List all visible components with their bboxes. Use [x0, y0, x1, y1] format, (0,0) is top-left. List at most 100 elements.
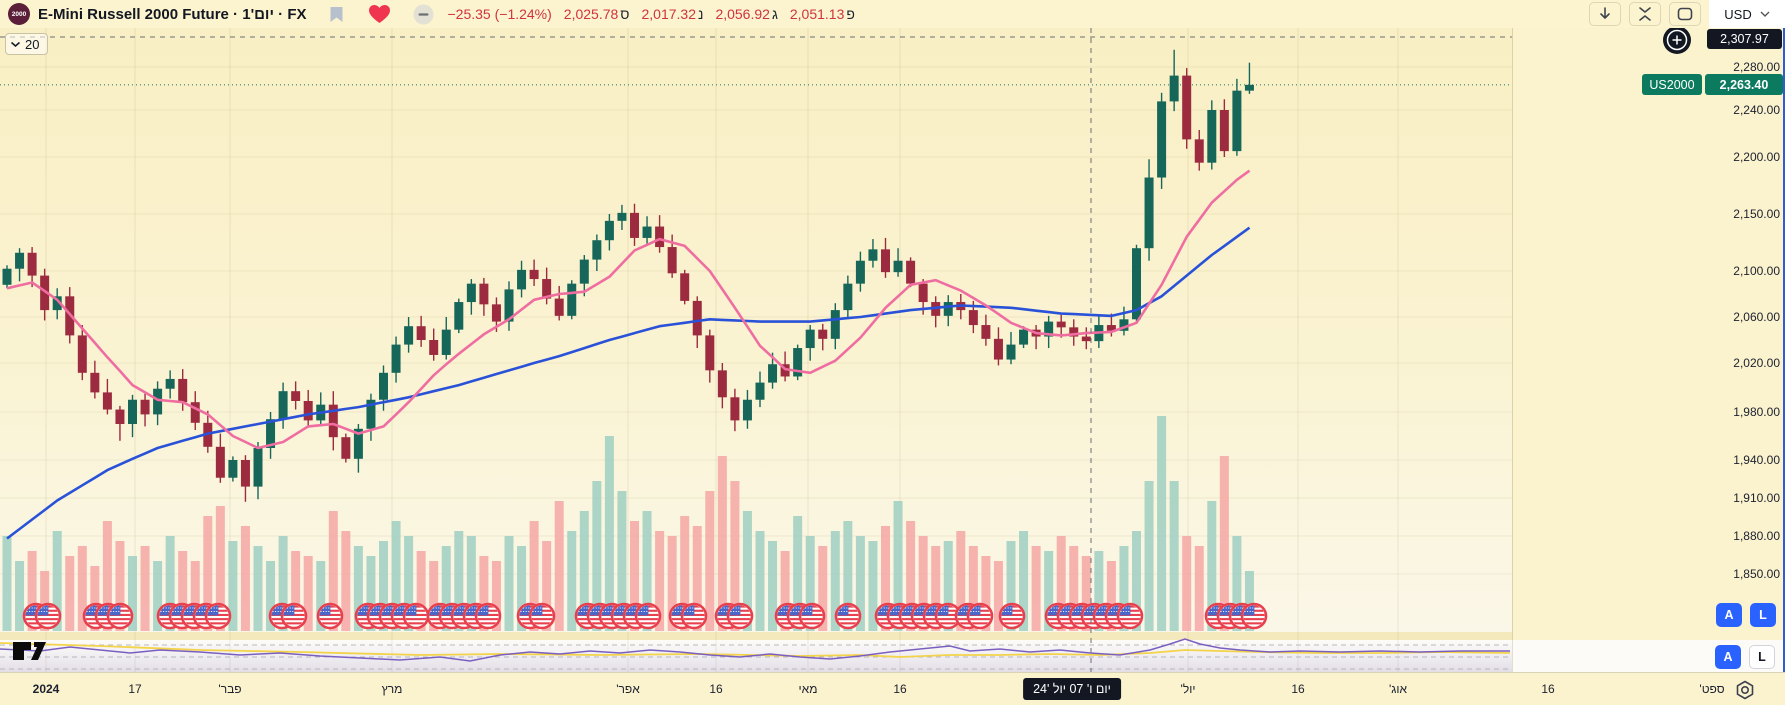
volume-bar — [968, 546, 978, 631]
tradingview-logo[interactable] — [12, 639, 54, 661]
economic-event-flag-icon[interactable] — [280, 602, 308, 630]
candle — [1169, 49, 1179, 112]
volume-bar — [379, 541, 388, 631]
page-title[interactable]: E-Mini Russell 2000 Future · יום'1 · FX — [38, 5, 307, 23]
volume-bar — [993, 561, 1003, 631]
volume-bar — [353, 546, 363, 631]
candle — [868, 239, 878, 268]
candle — [830, 303, 840, 350]
candle — [479, 277, 489, 316]
indicator-auto-scale-button[interactable]: A — [1715, 645, 1741, 669]
economic-event-flag-icon[interactable] — [204, 602, 232, 630]
candle — [90, 360, 100, 399]
candle — [630, 203, 639, 246]
candle — [730, 388, 740, 432]
candle — [441, 317, 451, 360]
candle — [190, 391, 200, 430]
volume-bar — [316, 561, 326, 631]
price-axis-label: 2,060.00 — [1733, 310, 1780, 324]
volume-bar — [140, 546, 150, 631]
candle — [579, 255, 589, 297]
candle — [416, 315, 426, 347]
candle — [1207, 100, 1217, 170]
volume-bar — [1044, 551, 1054, 631]
volume-bar — [1232, 536, 1242, 631]
candle — [517, 260, 527, 298]
time-axis-label: אוג' — [1388, 682, 1408, 696]
candle — [228, 456, 238, 482]
economic-event-flag-icon[interactable] — [402, 602, 430, 630]
volume-bar — [918, 536, 928, 631]
volume-bar — [1194, 546, 1204, 631]
bookmark-icon[interactable] — [329, 6, 344, 23]
minus-circle-icon[interactable] — [413, 4, 434, 25]
volume-bar — [981, 556, 991, 631]
candle — [680, 269, 690, 305]
candle — [793, 344, 803, 381]
symbol-logo[interactable]: 2000 — [8, 3, 30, 25]
auto-scale-button[interactable]: A — [1716, 603, 1742, 627]
candle — [893, 248, 903, 277]
candle — [15, 248, 25, 282]
volume-bar — [90, 566, 100, 631]
economic-event-flag-icon[interactable] — [966, 602, 994, 630]
candle — [705, 329, 715, 383]
main-chart-svg[interactable] — [0, 28, 1512, 672]
volume-bar — [554, 501, 564, 631]
volume-bar — [906, 521, 916, 631]
economic-event-flag-icon[interactable] — [528, 602, 556, 630]
economic-event-flag-icon[interactable] — [106, 602, 134, 630]
volume-bar — [366, 556, 376, 631]
price-axis[interactable]: 2,280.00 2,240.00 2,200.00 2,150.00 2,100.00… — [1512, 26, 1785, 672]
candle — [1244, 62, 1254, 94]
economic-event-flag-icon[interactable] — [680, 602, 708, 630]
economic-event-flag-icon[interactable] — [934, 602, 962, 630]
axis-settings-gear-icon[interactable] — [1733, 679, 1757, 703]
price-axis-label: 2,150.00 — [1733, 207, 1780, 221]
volume-bar — [1094, 551, 1104, 631]
volume-bar — [617, 491, 627, 631]
ma-legend-chip[interactable]: 20 — [5, 33, 49, 55]
currency-select[interactable]: USD — [1709, 0, 1785, 28]
fullscreen-button[interactable] — [1669, 2, 1701, 26]
economic-event-flag-icon[interactable] — [474, 602, 502, 630]
candle — [165, 370, 175, 399]
time-axis-label: 16 — [893, 682, 907, 696]
candle — [1044, 315, 1054, 349]
economic-event-flag-icon[interactable] — [1116, 602, 1144, 630]
candle — [215, 433, 225, 483]
ma-length-label: 20 — [25, 36, 40, 52]
download-button[interactable] — [1589, 2, 1621, 26]
economic-event-flag-icon[interactable] — [34, 602, 62, 630]
indicator-axis-strip[interactable] — [1512, 640, 1785, 672]
volume-bar — [341, 531, 351, 631]
economic-event-flag-icon[interactable] — [1240, 602, 1268, 630]
candle — [153, 381, 163, 426]
economic-event-flag-icon[interactable] — [798, 602, 826, 630]
ma-slow-line — [6, 226, 1251, 540]
top-toolbar: 2000 E-Mini Russell 2000 Future · יום'1 … — [0, 0, 1785, 28]
economic-event-flag-icon[interactable] — [834, 602, 862, 630]
economic-event-flag-icon[interactable] — [316, 602, 344, 630]
time-axis[interactable]: 2024 17 פבר' מרץ אפר' 16 מאי 16 יול' 16 אוג' 16 ספט'… — [0, 672, 1785, 705]
price-axis-label: 1,880.00 — [1733, 529, 1780, 543]
volume-bar — [1019, 531, 1029, 631]
economic-event-flag-icon[interactable] — [634, 602, 662, 630]
economic-event-flag-icon[interactable] — [998, 602, 1026, 630]
volume-bar — [266, 561, 276, 631]
volume-bar — [604, 436, 614, 631]
volume-bar — [429, 561, 439, 631]
log-scale-button[interactable]: L — [1750, 603, 1776, 627]
indicator-log-scale-button[interactable]: L — [1749, 645, 1775, 669]
candle — [77, 325, 87, 381]
time-axis-label: יול' — [1180, 682, 1196, 696]
ohlc-pair: 2,051.13 פ — [789, 6, 855, 22]
volume-bar — [2, 536, 12, 631]
volume-bar — [190, 561, 200, 631]
economic-event-flag-icon[interactable] — [726, 602, 754, 630]
heart-icon[interactable] — [368, 4, 391, 24]
volume-bar — [630, 521, 639, 631]
candle — [529, 259, 539, 286]
collapse-button[interactable] — [1629, 2, 1661, 26]
crosshair-plus-icon[interactable] — [1661, 24, 1693, 56]
